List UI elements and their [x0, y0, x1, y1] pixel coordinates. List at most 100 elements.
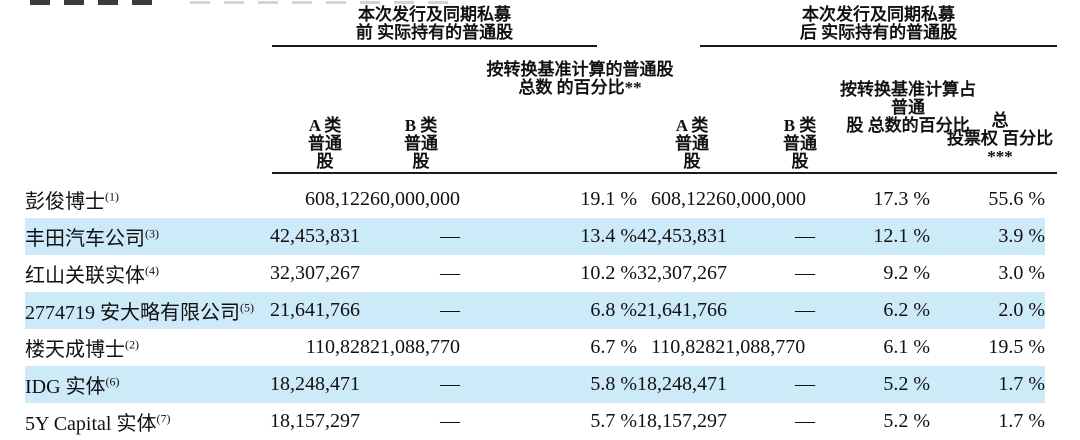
- cell-class-b-post: —: [735, 292, 815, 329]
- cell-class-a-pre: 42,453,831: [270, 218, 360, 255]
- class-b-line2: 普通: [404, 134, 438, 153]
- cell-class-b-pre: —: [352, 366, 460, 403]
- header-group-pre-line2: 前 实际持有的普通股: [355, 23, 514, 42]
- cell-pct-pre: 10.2 %: [580, 262, 637, 284]
- footnote-ref: (3): [145, 226, 159, 241]
- cell-class-b-post: —: [795, 262, 815, 284]
- clipped-text-artifact: [190, 1, 450, 4]
- header-group-pre-line1: 本次发行及同期私募: [358, 5, 511, 24]
- cell-class-b-pre: —: [352, 292, 460, 329]
- footnote-ref: (1): [105, 189, 119, 204]
- cell-pct-post: 12.1 %: [815, 218, 930, 255]
- header-group-pre: 本次发行及同期私募 前 实际持有的普通股: [272, 6, 597, 42]
- header-group-post: 本次发行及同期私募 后 实际持有的普通股: [700, 6, 1057, 42]
- colheader-class-a-post: A 类 普通 股: [652, 117, 732, 171]
- shareholders-table: 彭俊博士(1) 608,12260,000,000 19.1 % 608,122…: [25, 181, 1045, 440]
- colheader-class-b-post: B 类 普通 股: [760, 117, 840, 171]
- class-a-line1: A 类: [675, 116, 709, 135]
- footnote-ref: (5): [240, 300, 254, 315]
- table-row: 楼天成博士(2) 110,82821,088,770 6.7 % 110,828…: [25, 329, 1045, 366]
- table-row: 5Y Capital 实体(7) 18,157,297 — 5.7 % 18,1…: [25, 403, 1045, 440]
- cell-class-b-pre: —: [440, 262, 460, 284]
- shareholder-name: IDG 实体(6): [25, 366, 270, 403]
- header-pct-post: 按转换基准计算占 普通 股 总数的百分比: [820, 81, 996, 135]
- colheader-class-a-pre: A 类 普通 股: [285, 117, 365, 171]
- footnote-ref: (6): [105, 374, 120, 389]
- cell-class-a-post: 18,157,297: [637, 410, 727, 432]
- shareholder-name: 5Y Capital 实体(7): [25, 411, 171, 435]
- cell-class-b-post: —: [735, 218, 815, 255]
- cell-class-b-post: —: [735, 366, 815, 403]
- class-a-line2: 普通: [675, 134, 709, 153]
- cell-class-a-post: 18,248,471: [637, 366, 735, 403]
- cell-pct-post: 9.2 %: [883, 262, 930, 284]
- cell-vote-pct: 1.7 %: [930, 366, 1045, 403]
- cell-vote-pct: 19.5 %: [988, 336, 1045, 358]
- rule-header-bottom: [272, 172, 1057, 174]
- table-row: 丰田汽车公司(3) 42,453,831 — 13.4 % 42,453,831…: [25, 218, 1045, 255]
- clipped-text-artifact: [30, 0, 155, 5]
- cell-pct-pre: 19.1 %: [580, 188, 637, 210]
- class-b-line3: 股: [791, 152, 809, 171]
- shareholder-name: 红山关联实体(4): [25, 263, 159, 287]
- shareholder-name: 彭俊博士(1): [25, 189, 119, 213]
- cell-pct-post: 17.3 %: [873, 188, 930, 210]
- shareholder-name: 丰田汽车公司(3): [25, 218, 270, 255]
- header-vote-line1: 总: [991, 111, 1009, 130]
- cell-pct-pre: 5.8 %: [460, 366, 637, 403]
- cell-shares-pre: 110,82821,088,770: [305, 336, 460, 358]
- cell-vote-pct: 3.0 %: [998, 262, 1045, 284]
- shareholder-name: 楼天成博士(2): [25, 337, 139, 361]
- cell-class-b-pre: —: [352, 218, 460, 255]
- table-row: 红山关联实体(4) 32,307,267 — 10.2 % 32,307,267…: [25, 255, 1045, 292]
- cell-pct-post: 5.2 %: [815, 366, 930, 403]
- header-pct-post-line3: 股 总数的百分比: [846, 116, 970, 135]
- header-group-post-line2: 后 实际持有的普通股: [799, 23, 958, 42]
- cell-vote-pct: 55.6 %: [988, 188, 1045, 210]
- class-a-line1: A 类: [308, 116, 342, 135]
- cell-class-a-post: 21,641,766: [637, 292, 735, 329]
- footnote-ref: (2): [125, 337, 139, 352]
- cell-class-a-pre: 18,157,297: [270, 410, 360, 432]
- table-row: IDG 实体(6) 18,248,471 — 5.8 % 18,248,471 …: [25, 366, 1045, 403]
- cell-vote-pct: 3.9 %: [930, 218, 1045, 255]
- cell-shares-post: 110,82821,088,770: [651, 336, 806, 358]
- class-a-line2: 普通: [308, 134, 342, 153]
- cell-pct-pre: 13.4 %: [460, 218, 637, 255]
- header-vote-pct: 总 投票权 百分比 ***: [935, 112, 1065, 166]
- cell-vote-pct: 2.0 %: [930, 292, 1045, 329]
- class-b-line1: B 类: [783, 116, 817, 135]
- cell-pct-post: 6.1 %: [883, 336, 930, 358]
- cell-class-a-pre: 21,641,766: [270, 292, 360, 329]
- rule-group-post: [700, 45, 1057, 47]
- cell-class-a-pre: 18,248,471: [270, 366, 360, 403]
- cell-shares-post: 608,12260,000,000: [651, 188, 806, 210]
- header-pct-pre-line2: 总数 的百分比**: [518, 78, 642, 97]
- header-group-post-line1: 本次发行及同期私募: [802, 5, 955, 24]
- header-pct-pre: 按转换基准计算的普通股 总数 的百分比**: [455, 61, 705, 97]
- rule-group-pre: [272, 45, 597, 47]
- class-b-line3: 股: [412, 152, 430, 171]
- footnote-ref: (7): [156, 411, 171, 426]
- header-pct-post-line2: 普通: [891, 98, 925, 117]
- cell-class-a-post: 42,453,831: [637, 218, 735, 255]
- cell-pct-pre: 6.8 %: [460, 292, 637, 329]
- class-b-line1: B 类: [404, 116, 438, 135]
- cell-pct-pre: 5.7 %: [590, 410, 637, 432]
- colheader-class-b-pre: B 类 普通 股: [381, 117, 461, 171]
- cell-class-a-post: 32,307,267: [637, 262, 727, 284]
- cell-shares-pre: 608,12260,000,000: [305, 188, 460, 210]
- header-vote-line2: 投票权 百分比: [946, 129, 1054, 148]
- footnote-ref: (4): [145, 263, 159, 278]
- table-row: 彭俊博士(1) 608,12260,000,000 19.1 % 608,122…: [25, 181, 1045, 218]
- cell-class-b-pre: —: [440, 410, 460, 432]
- table-row: 2774719 安大略有限公司(5) 21,641,766 — 6.8 % 21…: [25, 292, 1045, 329]
- class-a-line3: 股: [683, 152, 701, 171]
- cell-class-b-post: —: [795, 410, 815, 432]
- header-pct-post-line1: 按转换基准计算占: [840, 80, 976, 99]
- shareholder-name: 2774719 安大略有限公司(5): [25, 292, 270, 329]
- header-vote-line3: ***: [987, 147, 1013, 166]
- class-a-line3: 股: [316, 152, 334, 171]
- cell-pct-post: 5.2 %: [883, 410, 930, 432]
